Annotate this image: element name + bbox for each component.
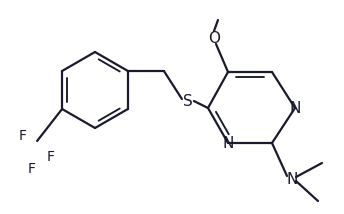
Text: O: O: [208, 31, 220, 46]
Text: S: S: [183, 94, 193, 108]
Text: F: F: [28, 162, 36, 176]
Text: F: F: [19, 129, 27, 143]
Text: N: N: [289, 101, 301, 116]
Text: N: N: [286, 171, 298, 186]
Text: N: N: [222, 135, 234, 150]
Text: F: F: [47, 150, 55, 164]
